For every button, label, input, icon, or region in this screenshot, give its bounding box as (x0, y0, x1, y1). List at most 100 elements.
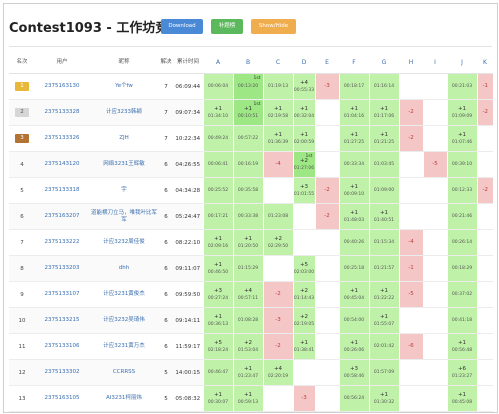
problem-status-cell[interactable]: 01:21:57 (368, 255, 399, 282)
problem-status-cell[interactable]: +1 01:27:25 (338, 125, 369, 152)
problem-status-cell[interactable]: 00:54:00 (338, 307, 369, 334)
problem-status-cell[interactable]: +2 02:19:05 (292, 307, 315, 334)
problem-status-cell[interactable]: +1 01:30:32 (368, 385, 399, 412)
problem-status-cell[interactable]: +1 01:38:41 (292, 333, 315, 360)
problem-status-cell[interactable]: +1 01:40:51 (368, 203, 399, 230)
problem-status-cell[interactable]: 00:13:20 1st (232, 73, 263, 100)
user-id-link[interactable]: 2375133106 (35, 333, 89, 360)
problem-status-cell[interactable]: +1 02:09:16 (202, 229, 233, 256)
problem-status-cell[interactable]: +1 00:59:13 (232, 385, 263, 412)
problem-status-cell[interactable]: 01:09:00 (368, 177, 399, 204)
problem-status-cell[interactable]: 00:35:58 (232, 177, 263, 204)
problem-status-cell[interactable]: 00:25:18 (338, 255, 369, 282)
col-header-problem-a[interactable]: A (203, 51, 233, 74)
problem-status-cell[interactable]: +2 01:27:06 1st (292, 151, 315, 178)
problem-status-cell[interactable]: +1 00:46:50 (202, 255, 233, 282)
problem-status-cell[interactable]: +1 02:00:59 (292, 125, 315, 152)
problem-status-cell[interactable]: +3 01:01:55 (292, 177, 315, 204)
problem-status-cell[interactable]: +4 02:20:19 (262, 359, 293, 386)
problem-status-cell[interactable]: +5 02:18:24 (202, 333, 233, 360)
nickname-link[interactable]: ZJH (89, 125, 159, 152)
col-header-solved[interactable]: 解决 (159, 51, 173, 74)
nickname-link[interactable]: 道能横刀立马，唯我叶比军军 (89, 203, 159, 230)
problem-status-cell[interactable]: 00:33:38 (232, 203, 263, 230)
problem-status-cell[interactable]: 00:39:10 (446, 151, 477, 178)
col-header-nick[interactable]: 昵称 (89, 51, 159, 74)
problem-status-cell[interactable]: 00:21:46 (446, 203, 477, 230)
fill-ranklist-button[interactable]: 补题榜 (211, 19, 243, 34)
problem-status-cell[interactable]: -3 (314, 73, 339, 100)
nickname-link[interactable]: 计应3232周佳俊 (89, 229, 159, 256)
problem-status-cell[interactable]: 01:03:45 (368, 151, 399, 178)
problem-status-cell[interactable]: -5 (422, 151, 447, 178)
problem-status-cell[interactable]: +1 01:34:10 (202, 99, 233, 126)
problem-status-cell[interactable]: +1 01:04:16 (338, 99, 369, 126)
problem-status-cell[interactable]: +1 02:19:58 (262, 99, 293, 126)
problem-status-cell[interactable]: +1 00:56:48 (446, 333, 477, 360)
problem-status-cell[interactable]: 01:57:09 (368, 359, 399, 386)
col-header-user[interactable]: 用户 (35, 51, 89, 74)
nickname-link[interactable]: dhh (89, 255, 159, 282)
col-header-problem-h[interactable]: H (399, 51, 423, 74)
nickname-link[interactable]: Ye个fw (89, 73, 159, 100)
problem-status-cell[interactable]: +1 01:09:09 (446, 99, 477, 126)
problem-status-cell[interactable]: -1 (476, 73, 493, 100)
problem-status-cell[interactable]: 01:16:14 (368, 73, 399, 100)
problem-status-cell[interactable]: 01:19:13 (262, 73, 293, 100)
problem-status-cell[interactable]: -3 (292, 385, 315, 412)
problem-status-cell[interactable]: +1 01:20:50 (232, 229, 263, 256)
nickname-link[interactable]: 网络3231王辉敏 (89, 151, 159, 178)
nickname-link[interactable]: 计应3231黄俊杰 (89, 281, 159, 308)
problem-status-cell[interactable]: +1 00:45:04 (338, 281, 369, 308)
problem-status-cell[interactable]: 00:12:33 (446, 177, 477, 204)
col-header-penalty[interactable]: 累计时间 (173, 51, 203, 74)
problem-status-cell[interactable]: +3 00:27:24 (202, 281, 233, 308)
problem-status-cell[interactable]: -5 (398, 281, 423, 308)
problem-status-cell[interactable]: +1 00:09:10 (338, 177, 369, 204)
col-header-problem-d[interactable]: D (293, 51, 315, 74)
problem-status-cell[interactable]: 00:18:17 (338, 73, 369, 100)
problem-status-cell[interactable]: 00:21:03 (446, 73, 477, 100)
problem-status-cell[interactable]: +2 01:53:04 (232, 333, 263, 360)
problem-status-cell[interactable]: -2 (476, 99, 493, 126)
col-header-problem-k[interactable]: K (477, 51, 493, 74)
problem-status-cell[interactable]: 01:08:28 (232, 307, 263, 334)
col-header-problem-f[interactable]: F (339, 51, 369, 74)
user-id-link[interactable]: 2375133203 (35, 255, 89, 282)
problem-status-cell[interactable]: -2 (314, 203, 339, 230)
problem-status-cell[interactable]: +1 01:21:25 (368, 125, 399, 152)
user-id-link[interactable]: 2375163105 (35, 385, 89, 412)
problem-status-cell[interactable]: 00:06:04 (202, 73, 233, 100)
show-hide-button[interactable]: Show/Hide (251, 19, 296, 34)
problem-status-cell[interactable]: +1 01:48:03 (338, 203, 369, 230)
problem-status-cell[interactable]: 01:15:34 (368, 229, 399, 256)
problem-status-cell[interactable]: +1 01:22:22 (368, 281, 399, 308)
problem-status-cell[interactable]: 00:57:22 (232, 125, 263, 152)
problem-status-cell[interactable]: -3 (262, 307, 293, 334)
user-id-link[interactable]: 2375133215 (35, 307, 89, 334)
col-header-problem-e[interactable]: E (315, 51, 339, 74)
user-id-link[interactable]: 2375133222 (35, 229, 89, 256)
col-header-problem-j[interactable]: J (447, 51, 477, 74)
problem-status-cell[interactable]: +1 01:55:07 (368, 307, 399, 334)
problem-status-cell[interactable]: -2 (262, 281, 293, 308)
problem-status-cell[interactable]: 01:15:29 (232, 255, 263, 282)
problem-status-cell[interactable]: -6 (398, 333, 423, 360)
problem-status-cell[interactable]: 00:37:02 (446, 281, 477, 308)
problem-status-cell[interactable]: -4 (262, 151, 293, 178)
problem-status-cell[interactable]: -2 (398, 99, 423, 126)
user-id-link[interactable]: 2375163207 (35, 203, 89, 230)
problem-status-cell[interactable]: 00:26:14 (446, 229, 477, 256)
problem-status-cell[interactable]: 00:49:24 (202, 125, 233, 152)
problem-status-cell[interactable]: +3 00:58:46 (338, 359, 369, 386)
problem-status-cell[interactable]: +2 02:29:50 (262, 229, 293, 256)
problem-status-cell[interactable]: 01:23:08 (262, 203, 293, 230)
problem-status-cell[interactable]: +4 00:57:11 (232, 281, 263, 308)
problem-status-cell[interactable]: +1 01:17:06 (368, 99, 399, 126)
col-header-problem-b[interactable]: B (233, 51, 263, 74)
problem-status-cell[interactable]: +1 01:36:39 (262, 125, 293, 152)
problem-status-cell[interactable]: -2 (262, 333, 293, 360)
problem-status-cell[interactable]: +1 01:07:46 (446, 125, 477, 152)
problem-status-cell[interactable]: 00:46:47 (202, 359, 233, 386)
problem-status-cell[interactable]: +1 00:30:07 (202, 385, 233, 412)
